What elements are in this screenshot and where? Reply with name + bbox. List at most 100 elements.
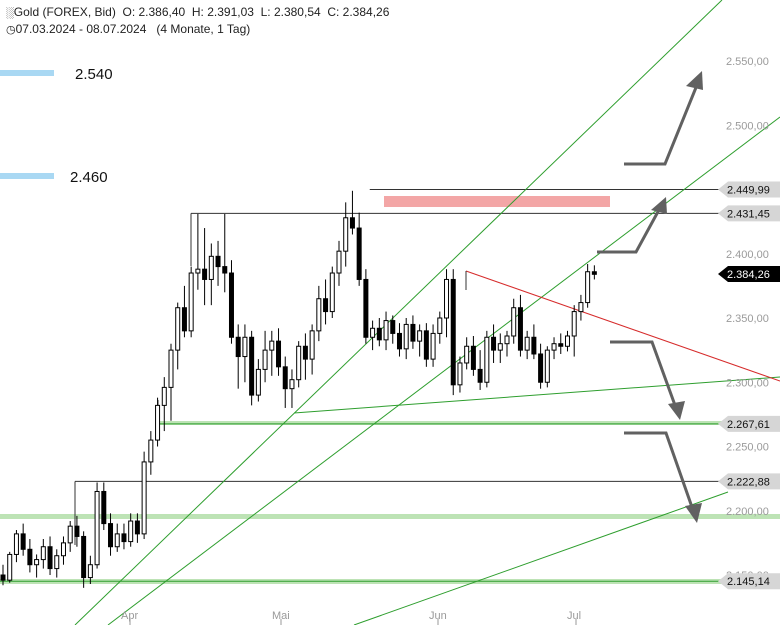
price-tag-bg bbox=[718, 573, 780, 590]
arrow-down-long bbox=[624, 431, 695, 511]
candle-body bbox=[67, 525, 73, 544]
lower-uptrend-line bbox=[353, 491, 729, 625]
candle-body bbox=[538, 353, 544, 383]
arrow-up-long bbox=[624, 84, 699, 166]
candle-body bbox=[302, 345, 308, 360]
candle-body bbox=[148, 439, 154, 463]
candle-body bbox=[141, 461, 147, 535]
price-tag-bg bbox=[718, 205, 780, 222]
candle-body bbox=[531, 336, 537, 355]
candle-body bbox=[403, 323, 409, 350]
target-band-0 bbox=[0, 70, 54, 76]
scenario-arrows-layer bbox=[597, 71, 703, 523]
candle-body bbox=[349, 217, 355, 229]
price-tag-bg bbox=[718, 181, 780, 198]
candle-body bbox=[417, 330, 423, 342]
arrow-down-short-head bbox=[668, 401, 685, 420]
candle-body bbox=[383, 320, 389, 341]
candle-body bbox=[363, 278, 369, 338]
x-tick-label: Apr bbox=[121, 610, 138, 622]
candle-body bbox=[108, 523, 114, 548]
price-tag-label: 2.267,61 bbox=[727, 419, 770, 431]
y-tick-label: 2.300,00 bbox=[726, 377, 769, 389]
candle-body bbox=[517, 307, 523, 351]
candle-body bbox=[504, 335, 510, 345]
price-levels-layer: 2.540 2.460 bbox=[0, 66, 780, 584]
candle-body bbox=[276, 340, 282, 368]
candle-body bbox=[497, 343, 503, 351]
candle-body bbox=[134, 520, 140, 535]
candle-body bbox=[188, 272, 194, 332]
candle-body bbox=[121, 533, 127, 543]
price-tag-label: 2.145,14 bbox=[727, 576, 770, 588]
arrow-down-short bbox=[610, 340, 678, 409]
candle-body bbox=[175, 307, 181, 351]
candle-body bbox=[370, 327, 376, 338]
candle-body bbox=[491, 336, 497, 351]
candle-body bbox=[195, 268, 201, 274]
y-tick-label: 2.350,00 bbox=[726, 313, 769, 325]
candle-body bbox=[544, 349, 550, 383]
candle-body bbox=[484, 336, 490, 383]
target-band-1 bbox=[0, 173, 54, 179]
resistance-zone bbox=[384, 196, 610, 207]
candle-body bbox=[222, 266, 228, 274]
current-price-tag bbox=[718, 265, 780, 282]
candle-body bbox=[564, 335, 570, 347]
steep-uptrend-line bbox=[74, 0, 723, 625]
candle-body bbox=[13, 533, 19, 555]
candle-body bbox=[101, 490, 107, 525]
instrument-name: Gold (FOREX, Bid) bbox=[13, 5, 116, 19]
y-tick-label: 2.250,00 bbox=[726, 442, 769, 454]
uptrend-channel-line bbox=[107, 116, 780, 625]
candle-body bbox=[430, 332, 436, 360]
period-header: ◷07.03.2024 - 08.07.2024 (4 Monate, 1 Ta… bbox=[6, 22, 250, 36]
target-label-0: 2.540 bbox=[75, 66, 113, 83]
chart-header: ░Gold (FOREX, Bid) O: 2.386,40 H: 2.391,… bbox=[6, 5, 389, 19]
y-tick-label: 2.550,00 bbox=[726, 56, 769, 68]
candle-body bbox=[558, 343, 564, 347]
candle-body bbox=[323, 298, 329, 313]
candle-body bbox=[128, 520, 134, 543]
candle-body bbox=[591, 271, 597, 275]
candle-body bbox=[40, 546, 46, 561]
low-value: L: 2.380,54 bbox=[260, 5, 321, 19]
candle-body bbox=[161, 386, 167, 406]
y-tick-label: 2.400,00 bbox=[726, 249, 769, 261]
arrow-down-long-head bbox=[685, 503, 702, 523]
price-axis-layer: 2.550,00 2.500,00 2.400,00 2.350,00 2.300,00… bbox=[718, 56, 780, 590]
candle-body bbox=[571, 311, 577, 337]
y-tick-label: 2.200,00 bbox=[726, 506, 769, 518]
candle-body bbox=[423, 330, 429, 360]
support-band-2200 bbox=[0, 514, 780, 519]
candle-body bbox=[208, 255, 214, 280]
candle-body bbox=[47, 546, 53, 570]
chart-candles-icon: ░ bbox=[6, 7, 14, 19]
time-axis-layer: Apr Mai Jun Jul bbox=[121, 610, 581, 625]
candle-body bbox=[329, 272, 335, 313]
price-tag-bg bbox=[718, 415, 780, 432]
candle-body bbox=[168, 349, 174, 388]
candle-body bbox=[155, 404, 161, 441]
candle-body bbox=[410, 323, 416, 342]
candle-body bbox=[27, 548, 33, 566]
candle-body bbox=[255, 368, 261, 396]
candle-body bbox=[578, 302, 584, 313]
candle-body bbox=[262, 349, 268, 370]
candle-body bbox=[396, 332, 402, 350]
x-tick-label: Jun bbox=[429, 610, 447, 622]
candle-body bbox=[464, 345, 470, 364]
current-price-label: 2.384,26 bbox=[727, 269, 770, 281]
candle-body bbox=[444, 278, 450, 319]
candle-body bbox=[282, 366, 288, 390]
candle-body bbox=[74, 525, 80, 537]
interval: (4 Monate, 1 Tag) bbox=[156, 22, 251, 36]
candle-body bbox=[457, 362, 463, 386]
open-value: O: 2.386,40 bbox=[122, 5, 186, 19]
red-downtrend-line bbox=[465, 270, 780, 382]
price-tag-label: 2.431,45 bbox=[727, 208, 770, 220]
candle-body bbox=[235, 336, 241, 358]
candle-body bbox=[114, 533, 120, 548]
arrow-up-short bbox=[597, 207, 662, 254]
candle-body bbox=[470, 345, 476, 370]
